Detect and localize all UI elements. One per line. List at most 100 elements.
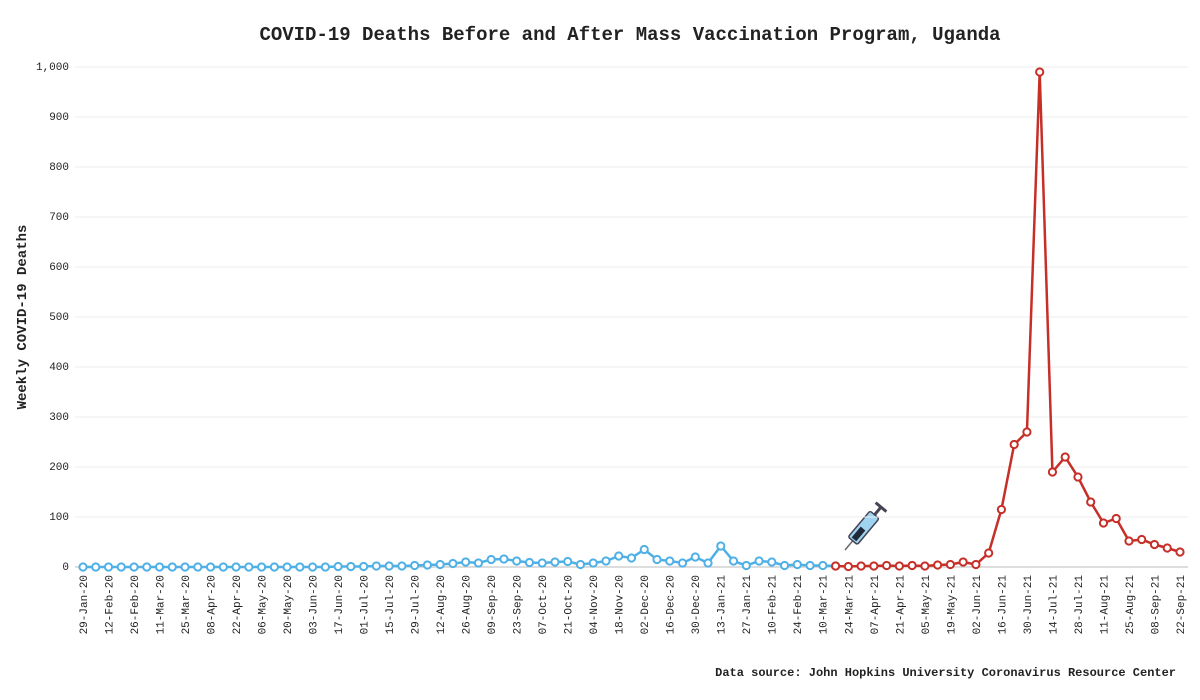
data-point — [524, 557, 535, 568]
data-point — [256, 562, 267, 572]
x-tick-label: 10-Feb-21 — [768, 575, 780, 635]
x-tick-label: 15-Jul-20 — [385, 575, 397, 634]
x-tick-label: 23-Sep-20 — [513, 575, 525, 634]
data-point — [882, 560, 892, 571]
data-point — [91, 562, 101, 572]
chart-title: COVID-19 Deaths Before and After Mass Va… — [259, 24, 1000, 46]
data-point — [843, 561, 853, 572]
data-point — [537, 558, 547, 568]
x-tick-label: 16-Dec-20 — [666, 575, 678, 634]
x-tick-label: 20-May-20 — [283, 575, 295, 634]
data-point — [512, 556, 522, 566]
x-tick-label: 29-Jan-20 — [79, 575, 91, 634]
data-point — [397, 561, 407, 571]
data-point — [920, 561, 930, 571]
x-tick-label: 03-Jun-20 — [309, 575, 321, 634]
data-point — [269, 562, 279, 572]
data-point — [371, 561, 381, 571]
y-tick-label: 1,000 — [36, 62, 69, 74]
data-point — [869, 561, 879, 571]
y-tick-label: 0 — [62, 562, 69, 574]
data-point — [996, 504, 1007, 515]
x-tick-label: 24-Mar-21 — [844, 575, 856, 635]
data-point — [639, 544, 649, 555]
x-tick-label: 04-Nov-20 — [589, 575, 601, 634]
x-tick-label: 28-Jul-21 — [1074, 575, 1086, 635]
x-tick-label: 10-Mar-21 — [819, 575, 831, 635]
data-point — [767, 557, 777, 567]
data-point — [945, 559, 955, 570]
data-point — [601, 556, 611, 566]
x-tick-label: 08-Sep-21 — [1150, 575, 1162, 635]
x-tick-label: 22-Apr-20 — [232, 575, 244, 634]
data-point — [180, 562, 190, 572]
y-tick-label: 700 — [49, 212, 69, 224]
data-point — [1111, 513, 1121, 524]
data-point — [333, 561, 343, 572]
data-point — [231, 562, 241, 572]
y-tick-label: 600 — [49, 262, 69, 274]
x-tick-label: 26-Aug-20 — [462, 575, 474, 634]
x-tick-label: 16-Jun-21 — [997, 575, 1009, 635]
data-point — [652, 554, 662, 565]
x-tick-label: 01-Jul-20 — [360, 575, 372, 634]
data-point — [792, 559, 802, 570]
data-point — [754, 556, 764, 566]
x-tick-label: 12-Aug-20 — [436, 575, 448, 634]
data-point — [103, 562, 114, 572]
data-point — [1162, 543, 1172, 553]
data-point — [984, 548, 994, 558]
x-tick-label: 30-Jun-21 — [1023, 575, 1035, 635]
y-tick-label: 500 — [49, 312, 69, 324]
data-point — [129, 562, 139, 572]
x-tick-label: 22-Sep-21 — [1176, 575, 1188, 635]
x-tick-label: 14-Jul-21 — [1048, 575, 1060, 635]
data-point — [359, 561, 369, 572]
x-tick-label: 30-Dec-20 — [691, 575, 703, 634]
x-tick-label: 25-Mar-20 — [181, 575, 193, 634]
data-point — [154, 562, 165, 572]
data-point — [1073, 472, 1083, 482]
x-tick-label: 21-Apr-21 — [895, 575, 907, 635]
x-tick-label: 27-Jan-21 — [742, 575, 754, 635]
data-point — [830, 561, 841, 571]
x-tick-label: 21-Oct-20 — [564, 575, 576, 634]
data-point — [499, 554, 509, 564]
data-point — [295, 562, 305, 572]
grid — [75, 66, 1188, 568]
data-point — [575, 559, 586, 570]
data-point — [1149, 539, 1160, 550]
x-tick-label: 24-Feb-21 — [793, 575, 805, 635]
data-point — [142, 562, 152, 572]
data-point — [1060, 452, 1070, 462]
data-point — [308, 562, 318, 572]
data-point — [473, 558, 484, 568]
x-tick-label: 29-Jul-20 — [411, 575, 423, 634]
data-point — [716, 541, 726, 551]
data-point — [971, 559, 981, 570]
x-tick-label: 25-Aug-21 — [1125, 575, 1137, 635]
data-point — [665, 556, 675, 566]
x-tick-label: 05-May-21 — [921, 575, 933, 635]
data-point — [614, 551, 624, 561]
data-point — [677, 558, 688, 568]
data-point — [779, 560, 790, 571]
data-point — [550, 557, 560, 567]
data-point — [167, 562, 177, 572]
data-point — [448, 558, 458, 569]
y-tick-label: 400 — [49, 362, 69, 374]
source-note: Data source: John Hopkins University Cor… — [715, 666, 1176, 680]
y-axis-label: Weekly COVID-19 Deaths — [15, 225, 31, 410]
data-point — [1175, 547, 1185, 557]
data-point — [461, 557, 471, 567]
data-point — [320, 562, 330, 572]
data-point — [193, 562, 203, 572]
y-tick-label: 900 — [49, 112, 69, 124]
data-point — [78, 562, 88, 572]
data-point — [1035, 67, 1045, 77]
data-point — [958, 557, 968, 567]
data-point — [205, 562, 216, 572]
data-point — [588, 558, 598, 568]
data-point — [1009, 439, 1019, 450]
data-point — [563, 556, 573, 567]
